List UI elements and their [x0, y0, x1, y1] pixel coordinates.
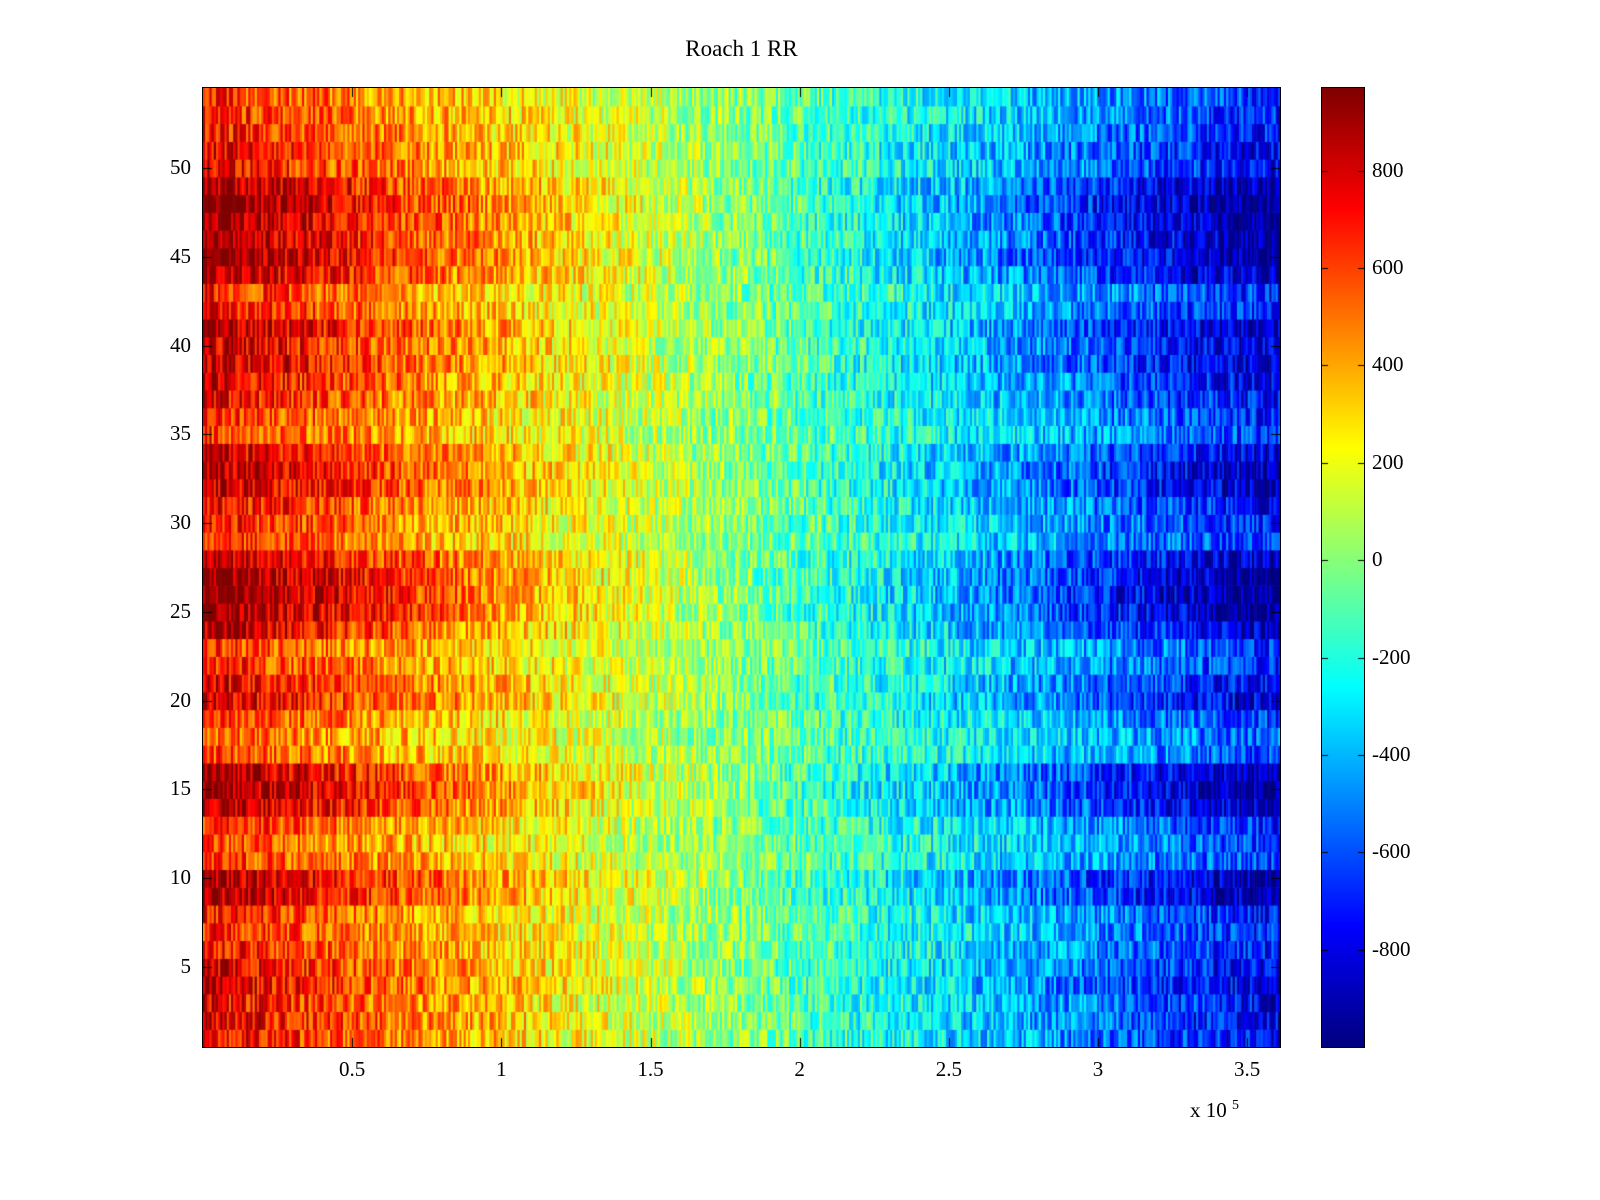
x-axis-tick-label: 1 [496, 1057, 507, 1081]
x-axis-tick-label: 0.5 [339, 1057, 366, 1081]
x-axis-tick-label: 2 [794, 1057, 805, 1081]
x-axis-exponent-label: x 10 5 [1190, 1098, 1239, 1122]
y-axis-tick-label: 15 [170, 776, 191, 801]
colorbar-tick-label: -200 [1372, 644, 1411, 669]
y-axis-tick-label: 5 [180, 954, 192, 979]
x-axis-tick-label: 1.5 [637, 1057, 664, 1081]
y-axis-tick-label: 45 [170, 243, 191, 268]
y-axis-tick-label: 40 [170, 332, 191, 357]
x-axis-tick-label: 3 [1092, 1057, 1104, 1081]
x-axis-tick-label: 3.5 [1234, 1057, 1261, 1081]
colorbar-tick-label: 400 [1372, 352, 1404, 377]
y-axis-tick-label: 35 [170, 421, 191, 446]
y-axis-tick-label: 10 [170, 865, 191, 890]
colorbar [1321, 87, 1365, 1048]
colorbar-tick-label: 800 [1372, 157, 1404, 182]
y-axis-tick-label: 30 [170, 510, 191, 535]
colorbar-tick-label: -400 [1372, 741, 1411, 766]
colorbar-tick-label: 200 [1372, 449, 1404, 474]
y-axis-tick-label: 50 [170, 154, 191, 179]
colorbar-tick-label: -800 [1372, 936, 1411, 961]
colorbar-tick-label: 600 [1372, 255, 1404, 280]
colorbar-tick-label: -600 [1372, 839, 1411, 864]
colorbar-tick-label: 0 [1372, 547, 1383, 572]
x-axis-tick-label: 2.5 [935, 1057, 962, 1081]
chart-title: Roach 1 RR [685, 36, 798, 61]
y-axis-tick-label: 20 [170, 687, 191, 712]
heatmap-plot [202, 87, 1281, 1048]
y-axis-tick-label: 25 [170, 598, 191, 623]
